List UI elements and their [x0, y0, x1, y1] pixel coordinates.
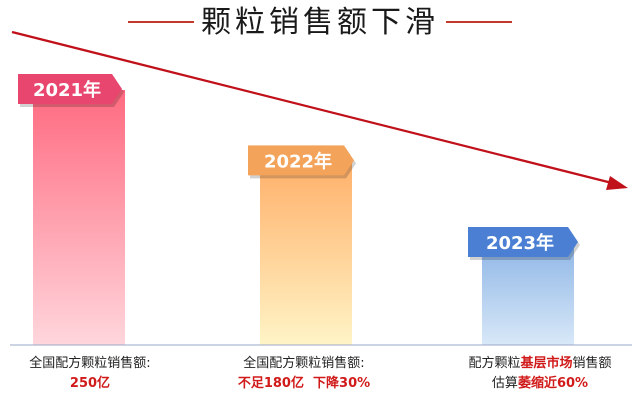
caption-line-1: 全国配方颗粒销售额:: [10, 354, 170, 374]
caption-text: 全国配方颗粒销售额:: [243, 356, 365, 371]
caption-line-1: 全国配方颗粒销售额:: [224, 354, 384, 374]
caption-line-2: 不足180亿 下降30%: [224, 374, 384, 394]
highlight-text: 不足180亿 下降30%: [237, 376, 371, 391]
title-area: 颗粒销售额下滑: [0, 0, 640, 46]
caption-text: 全国配方颗粒销售额:: [29, 356, 151, 371]
bar-2023: [482, 243, 574, 345]
year-tag-2023: [468, 227, 578, 257]
caption-text: 估算: [491, 376, 518, 391]
year-tag-2022: [248, 145, 354, 176]
year-label: 2022年: [264, 150, 332, 172]
bar-2022: [260, 161, 352, 345]
caption-text: 配方颗粒: [468, 356, 521, 371]
year-label: 2021年: [33, 79, 101, 101]
trend-arrow-head: [606, 176, 628, 190]
caption-line-2: 估算萎缩近60%: [440, 374, 640, 394]
bar-2021: [33, 90, 125, 345]
caption-2022: 全国配方颗粒销售额: 不足180亿 下降30%: [224, 354, 384, 394]
year-tag-2021: [18, 74, 122, 104]
year-label: 2023年: [486, 232, 554, 254]
title-rule-right: [446, 21, 512, 23]
highlight-text: 萎缩近60%: [517, 376, 589, 391]
caption-2021: 全国配方颗粒销售额: 250亿: [10, 354, 170, 394]
highlight-text: 基层市场: [520, 356, 573, 371]
highlight-text: 250亿: [69, 376, 111, 391]
chart-title: 颗粒销售额下滑: [201, 5, 439, 40]
caption-2023: 配方颗粒基层市场销售额 估算萎缩近60%: [440, 354, 640, 394]
title-rule-left: [128, 21, 194, 23]
caption-line-1: 配方颗粒基层市场销售额: [440, 354, 640, 374]
trend-arrow-line: [11, 30, 617, 186]
caption-text: 销售额: [572, 356, 612, 371]
caption-line-2: 250亿: [10, 374, 170, 394]
